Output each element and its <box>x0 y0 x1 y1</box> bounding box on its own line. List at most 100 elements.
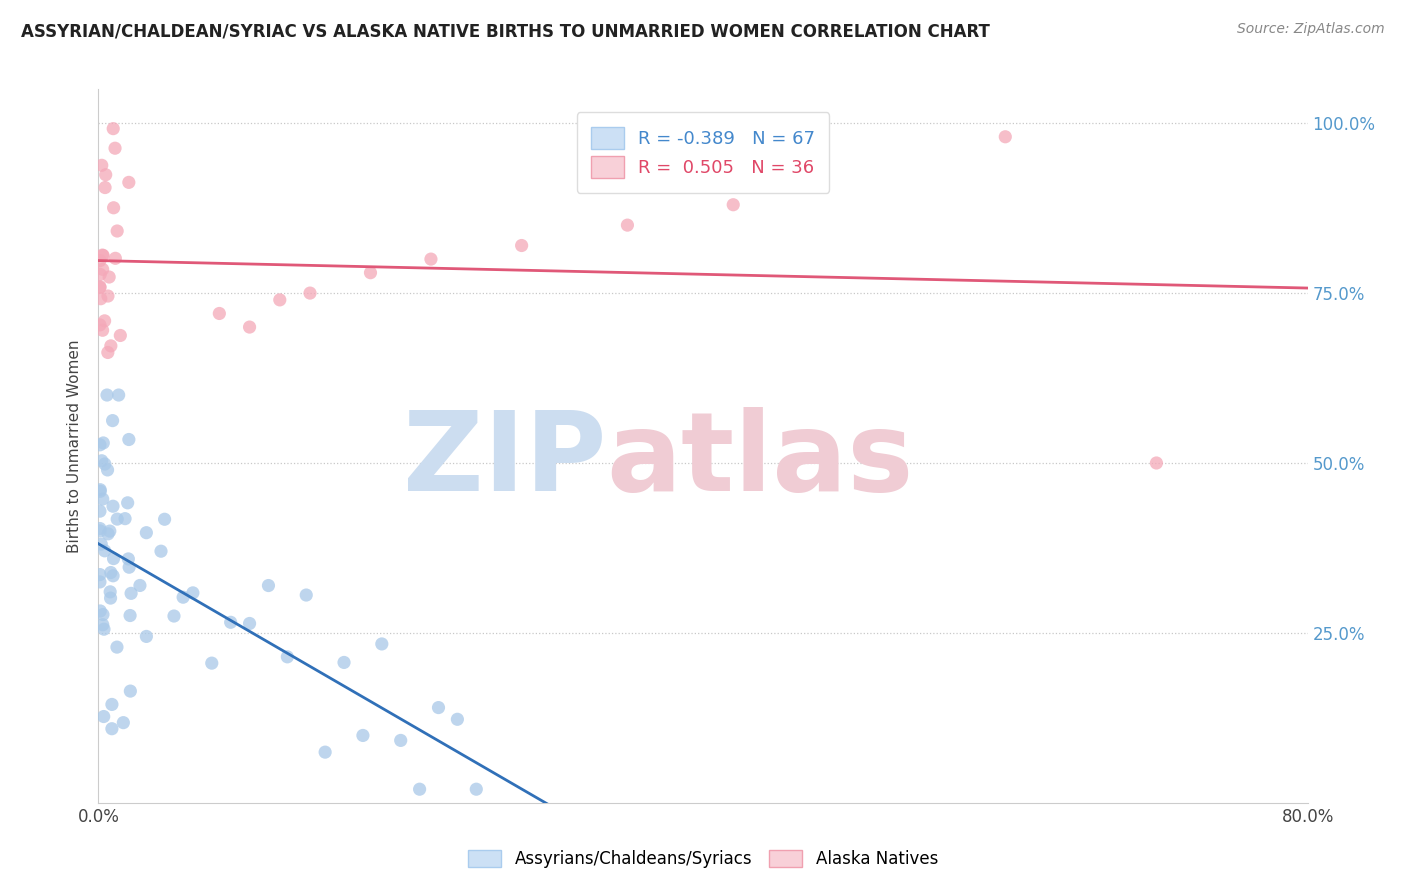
Point <box>117 552 139 566</box>
Point <box>89 279 111 293</box>
Point <box>110 328 132 343</box>
Point <box>97 289 120 303</box>
Point <box>91 323 114 337</box>
Text: ASSYRIAN/CHALDEAN/SYRIAC VS ALASKA NATIVE BIRTHS TO UNMARRIED WOMEN CORRELATION : ASSYRIAN/CHALDEAN/SYRIAC VS ALASKA NATIV… <box>21 22 990 40</box>
Point <box>98 584 121 599</box>
Point <box>114 511 136 525</box>
Point <box>90 158 112 172</box>
Point <box>91 607 114 622</box>
Point <box>219 615 242 630</box>
Point <box>101 698 124 712</box>
Point <box>101 414 124 428</box>
Point <box>371 637 394 651</box>
Point <box>117 496 139 510</box>
Point <box>420 252 443 266</box>
Point <box>89 253 111 268</box>
Point <box>89 504 111 518</box>
Legend: R = -0.389   N = 67, R =  0.505   N = 36: R = -0.389 N = 67, R = 0.505 N = 36 <box>576 112 830 193</box>
Point <box>299 286 322 301</box>
Point <box>100 591 122 606</box>
Point <box>120 586 142 600</box>
Point <box>1144 456 1167 470</box>
Point <box>150 544 173 558</box>
Point <box>89 318 111 332</box>
Point <box>94 168 117 182</box>
Point <box>94 180 117 194</box>
Point <box>98 270 121 285</box>
Point <box>333 656 356 670</box>
Point <box>118 433 141 447</box>
Point <box>90 537 112 551</box>
Point <box>408 782 430 797</box>
Point <box>118 175 141 189</box>
Point <box>89 604 111 618</box>
Point <box>107 388 129 402</box>
Point <box>163 609 186 624</box>
Point <box>91 262 114 277</box>
Point <box>93 622 115 636</box>
Point <box>93 544 115 558</box>
Point <box>105 640 128 654</box>
Text: atlas: atlas <box>606 407 914 514</box>
Point <box>120 608 142 623</box>
Point <box>153 512 176 526</box>
Point <box>105 512 128 526</box>
Point <box>135 629 157 643</box>
Point <box>510 238 533 252</box>
Point <box>446 712 468 726</box>
Point <box>239 320 262 334</box>
Point <box>89 438 111 452</box>
Point <box>93 709 115 723</box>
Point <box>120 684 142 698</box>
Point <box>276 649 298 664</box>
Point <box>100 339 122 353</box>
Point <box>389 733 412 747</box>
Point <box>91 249 114 263</box>
Point <box>103 201 125 215</box>
Point <box>101 500 124 514</box>
Point <box>93 314 115 328</box>
Point <box>616 218 638 232</box>
Point <box>90 292 112 306</box>
Point <box>314 745 336 759</box>
Point <box>96 463 118 477</box>
Point <box>201 656 224 670</box>
Point <box>91 436 114 450</box>
Point <box>91 617 114 632</box>
Point <box>97 526 120 541</box>
Point <box>101 722 124 736</box>
Point <box>96 388 118 402</box>
Point <box>427 700 450 714</box>
Point <box>103 121 125 136</box>
Point <box>295 588 318 602</box>
Point <box>172 591 194 605</box>
Point <box>89 574 111 589</box>
Point <box>723 198 745 212</box>
Legend: Assyrians/Chaldeans/Syriacs, Alaska Natives: Assyrians/Chaldeans/Syriacs, Alaska Nati… <box>461 843 945 875</box>
Point <box>91 248 114 262</box>
Point <box>90 454 112 468</box>
Point <box>360 266 382 280</box>
Point <box>94 457 117 471</box>
Point <box>98 524 121 538</box>
Point <box>104 141 127 155</box>
Point <box>89 524 111 538</box>
Point <box>257 578 280 592</box>
Point <box>105 224 128 238</box>
Point <box>89 567 111 582</box>
Point <box>89 268 111 282</box>
Point <box>101 569 124 583</box>
Point <box>239 616 262 631</box>
Point <box>91 491 114 506</box>
Point <box>181 586 204 600</box>
Point <box>89 522 111 536</box>
Point <box>208 306 231 320</box>
Point <box>97 345 120 359</box>
Point <box>269 293 291 307</box>
Point <box>89 483 111 497</box>
Point <box>118 560 141 574</box>
Point <box>135 525 157 540</box>
Text: Source: ZipAtlas.com: Source: ZipAtlas.com <box>1237 22 1385 37</box>
Point <box>352 729 374 743</box>
Point <box>103 551 125 566</box>
